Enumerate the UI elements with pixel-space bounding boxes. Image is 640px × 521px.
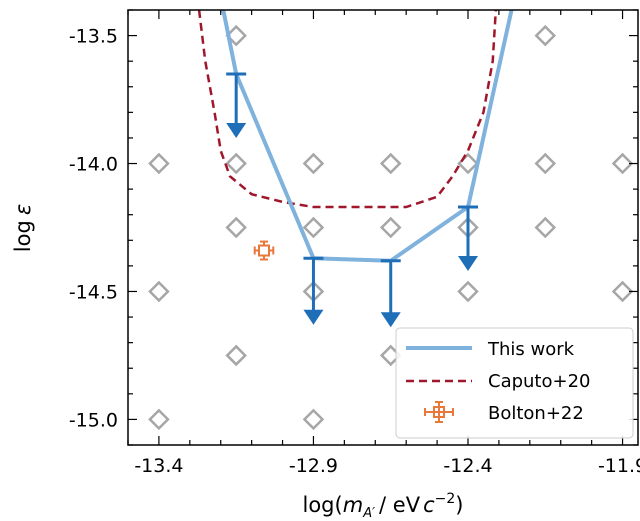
grid-point-diamond (457, 280, 479, 303)
y-tick-label: -13.5 (69, 26, 118, 48)
upper-limit-arrow (380, 259, 401, 328)
grid-point-diamond (302, 216, 325, 239)
y-axis-label: logε (11, 204, 35, 252)
plot-frame (127, 9, 639, 446)
grid-point-diamond (225, 152, 247, 175)
grid-point-diamond (225, 24, 247, 47)
grid-point-diamond (534, 216, 557, 239)
grid-point-diamond (611, 280, 634, 303)
series-caputo-line (197, 10, 498, 209)
upper-limit-head (226, 122, 247, 138)
grid-point-diamond (379, 216, 402, 239)
grid-point-diamond (148, 152, 170, 175)
upper-limit-head (380, 312, 401, 328)
y-tick-label: -14.0 (69, 154, 118, 176)
y-tick-label: -14.5 (69, 281, 118, 303)
x-tick-label: -13.4 (134, 455, 183, 477)
legend: This work Caputo+20 Bolton+22 (395, 327, 634, 439)
grid-point-diamond (534, 152, 557, 175)
grid-point-diamond (302, 152, 325, 175)
upper-limit-arrow (226, 72, 247, 138)
series-this-work-line (221, 10, 514, 263)
legend-swatch-bolton (424, 401, 454, 423)
legend-label-this-work: This work (487, 339, 575, 360)
y-tick-label: -15.0 (69, 409, 118, 431)
grid-point-diamond (225, 216, 247, 239)
grid-point-diamond (534, 24, 557, 47)
upper-limit-arrow (303, 256, 324, 325)
grid-point-diamond (611, 152, 634, 175)
grid-point-diamond (379, 152, 402, 175)
x-tick-label: -11.9 (598, 455, 640, 477)
series-bolton-point (253, 240, 275, 261)
grid-point-diamond (148, 408, 170, 431)
x-axis-label: log(mA′ / eV c−2) (303, 491, 464, 521)
grid-point-diamond (225, 344, 247, 367)
x-tick-label: -12.9 (289, 455, 338, 477)
x-tick-label: -12.4 (443, 455, 492, 477)
legend-label-bolton: Bolton+22 (488, 403, 584, 424)
upper-limit-head (458, 256, 478, 271)
grid-point-diamond (148, 280, 170, 303)
grid-point-diamond (302, 408, 325, 431)
upper-limit-arrow (458, 205, 478, 271)
bolton-marker (258, 244, 270, 257)
legend-box (395, 327, 634, 439)
upper-limit-head (303, 309, 324, 325)
legend-label-caputo: Caputo+20 (488, 371, 591, 392)
